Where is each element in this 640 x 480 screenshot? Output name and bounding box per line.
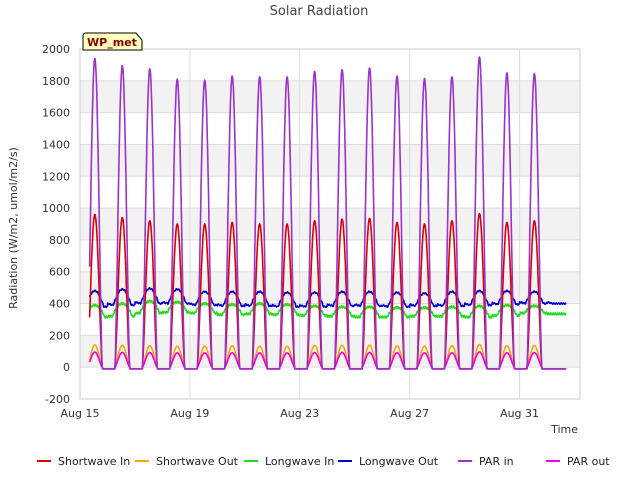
y-tick-label: 2000 (42, 43, 70, 56)
grid-band (80, 208, 580, 240)
legend: Shortwave In Shortwave Out Longwave In Long… (37, 455, 610, 468)
y-tick-label: 200 (49, 329, 70, 342)
y-tick-label: 1800 (42, 75, 70, 88)
y-tick-label: 800 (49, 234, 70, 247)
legend-item-par-out: PAR out (546, 455, 610, 468)
legend-label: Shortwave Out (156, 455, 239, 468)
legend-item-longwave-in: Longwave In (244, 455, 334, 468)
y-tick-label: 1400 (42, 138, 70, 151)
wp-met-badge: WP_met (82, 32, 143, 51)
y-tick-label: 1600 (42, 107, 70, 120)
legend-label: Longwave Out (359, 455, 439, 468)
legend-label: Longwave In (265, 455, 334, 468)
grid-band (80, 335, 580, 368)
x-axis-label: Time (550, 423, 578, 436)
legend-item-shortwave-out: Shortwave Out (135, 455, 239, 468)
plot-background (80, 49, 580, 399)
legend-item-par-in: PAR in (458, 455, 514, 468)
x-tick-labels: Aug 15 Aug 19 Aug 23 Aug 27 Aug 31 (61, 407, 540, 420)
y-tick-label: -200 (45, 393, 70, 406)
y-tick-label: 400 (49, 298, 70, 311)
y-axis-label: Radiation (W/m2, umol/m2/s) (7, 147, 20, 309)
y-tick-label: 1200 (42, 170, 70, 183)
y-tick-labels: -200 0 200 400 600 800 1000 1200 1400 1600 1800 200… (42, 43, 70, 406)
series-line-longwave-out (88, 287, 567, 309)
y-tick-label: 0 (63, 361, 70, 374)
badge-shape (82, 32, 143, 51)
series-line-par-in (88, 56, 567, 370)
x-tick-label: Aug 19 (170, 407, 209, 420)
grid-band (80, 144, 580, 177)
legend-label: Shortwave In (58, 455, 130, 468)
grid-band (80, 271, 580, 304)
series-layer (88, 56, 567, 370)
badge-label: WP_met (87, 36, 137, 49)
legend-item-shortwave-in: Shortwave In (37, 455, 130, 468)
x-tick-label: Aug 27 (390, 407, 429, 420)
grid-band (80, 80, 580, 113)
y-tick-label: 600 (49, 266, 70, 279)
series-line-longwave-in (88, 299, 567, 319)
legend-label: PAR in (479, 455, 514, 468)
x-tick-label: Aug 23 (280, 407, 319, 420)
y-tick-label: 1000 (42, 202, 70, 215)
chart-title: Solar Radiation (270, 4, 369, 19)
x-tick-label: Aug 31 (500, 407, 539, 420)
axes (79, 48, 581, 400)
legend-item-longwave-out: Longwave Out (338, 455, 439, 468)
legend-label: PAR out (567, 455, 610, 468)
x-tick-label: Aug 15 (61, 407, 100, 420)
plot-frame (79, 48, 581, 400)
